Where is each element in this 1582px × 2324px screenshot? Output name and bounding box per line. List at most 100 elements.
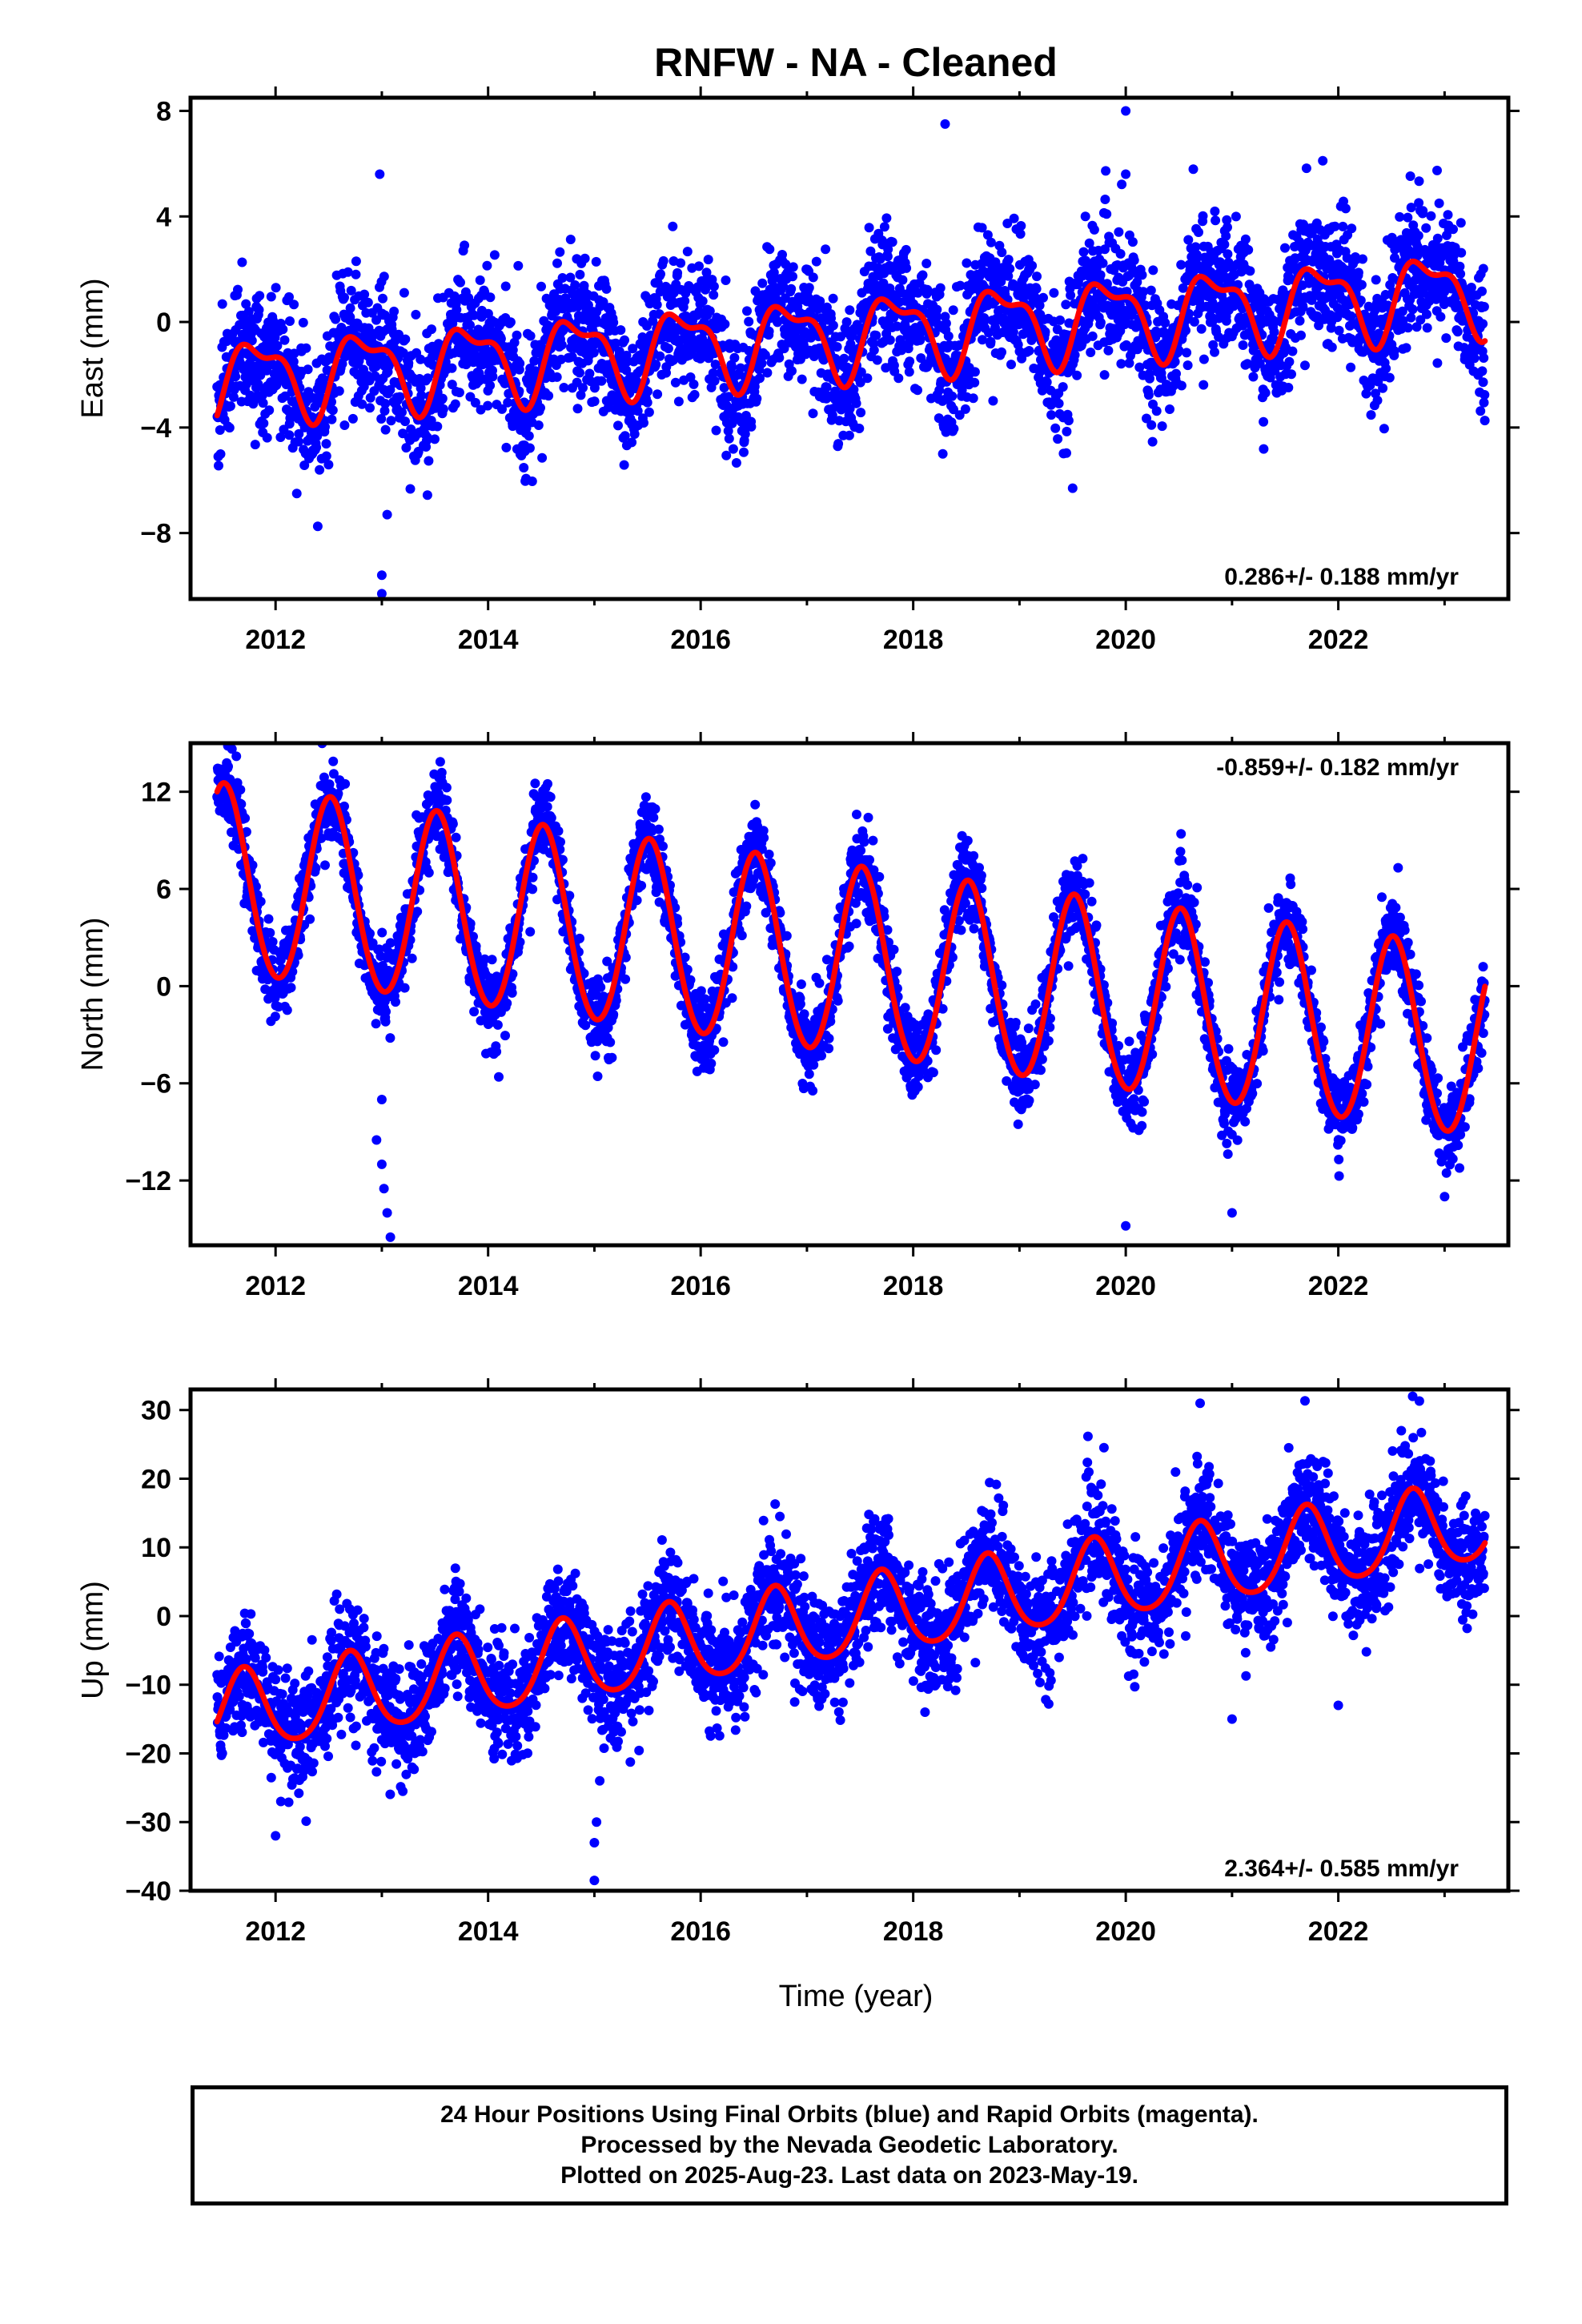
data-point xyxy=(729,352,740,363)
data-point xyxy=(385,384,396,395)
data-point xyxy=(962,258,972,268)
data-point xyxy=(1182,360,1193,371)
data-point-outlier xyxy=(375,169,385,179)
data-point xyxy=(424,456,434,466)
data-point xyxy=(1456,247,1467,258)
data-point xyxy=(305,914,315,924)
data-point xyxy=(1053,434,1063,444)
data-point xyxy=(380,424,391,435)
data-point xyxy=(620,335,629,345)
data-point xyxy=(451,832,461,842)
data-point xyxy=(1189,316,1199,327)
data-point xyxy=(1477,366,1488,376)
data-point xyxy=(576,390,586,400)
data-point xyxy=(572,404,583,414)
data-point xyxy=(231,372,241,382)
data-point xyxy=(1426,211,1436,221)
data-point xyxy=(588,348,599,358)
data-point xyxy=(435,757,445,767)
data-point xyxy=(721,450,732,460)
data-point xyxy=(1259,416,1269,427)
data-point xyxy=(279,335,290,345)
data-point xyxy=(1087,331,1098,341)
data-point xyxy=(1221,316,1231,326)
data-point xyxy=(389,306,400,316)
data-point xyxy=(1042,377,1052,388)
data-point xyxy=(865,246,876,256)
data-point xyxy=(1422,309,1431,320)
data-point xyxy=(871,330,881,340)
data-points-north xyxy=(212,743,1490,1242)
data-point xyxy=(217,299,227,309)
data-point xyxy=(845,305,855,316)
data-point xyxy=(565,272,576,283)
data-point xyxy=(351,256,361,267)
data-point xyxy=(757,358,767,368)
data-point xyxy=(709,290,719,300)
data-point xyxy=(1146,420,1157,430)
data-points-east xyxy=(212,106,1490,599)
data-point xyxy=(411,309,421,320)
data-point xyxy=(215,425,225,435)
data-point xyxy=(997,347,1006,357)
data-point xyxy=(1046,410,1057,420)
data-point xyxy=(864,223,874,233)
data-point xyxy=(575,368,584,378)
data-point xyxy=(503,397,513,408)
data-point xyxy=(243,307,254,316)
data-point xyxy=(680,296,690,306)
data-point xyxy=(284,430,295,440)
data-point xyxy=(275,432,286,442)
data-point xyxy=(1003,255,1014,265)
data-point xyxy=(821,382,832,392)
data-point-outlier xyxy=(382,509,392,520)
data-point xyxy=(1146,285,1156,296)
x-tick-label: 2012 xyxy=(245,625,306,655)
data-point xyxy=(525,331,536,341)
data-point xyxy=(228,392,239,402)
data-point xyxy=(528,872,538,883)
data-point xyxy=(536,281,546,292)
data-point xyxy=(708,368,718,378)
data-point xyxy=(331,314,341,324)
data-point xyxy=(921,259,932,268)
data-point xyxy=(774,352,785,363)
data-point xyxy=(492,1047,502,1057)
data-point xyxy=(258,398,268,408)
data-point xyxy=(437,393,448,404)
data-point xyxy=(897,275,908,285)
data-point xyxy=(1480,416,1490,426)
data-point xyxy=(703,255,713,265)
data-point xyxy=(1095,317,1106,328)
data-point xyxy=(1198,211,1208,221)
data-point xyxy=(422,432,432,442)
figure-title: RNFW - NA - Cleaned xyxy=(654,40,1058,85)
x-tick-label: 2014 xyxy=(458,625,519,655)
data-point xyxy=(269,319,279,329)
data-point xyxy=(483,400,493,411)
data-point-outlier xyxy=(1067,483,1078,493)
data-point xyxy=(642,397,652,408)
x-tick-label: 2022 xyxy=(1308,625,1369,655)
data-point xyxy=(1378,383,1388,393)
data-point xyxy=(371,1019,381,1029)
data-point xyxy=(339,420,350,430)
data-point xyxy=(1371,275,1381,285)
data-point xyxy=(282,1005,292,1015)
data-point xyxy=(786,283,797,294)
data-point xyxy=(380,1016,391,1027)
data-point xyxy=(357,399,367,409)
data-point xyxy=(416,383,426,393)
data-point xyxy=(266,292,276,302)
data-point xyxy=(1127,237,1138,247)
data-point xyxy=(1414,176,1424,187)
data-point xyxy=(960,404,970,414)
data-point xyxy=(469,310,480,320)
data-point xyxy=(460,240,470,251)
data-point xyxy=(811,256,821,267)
data-point xyxy=(395,392,405,402)
data-point xyxy=(901,244,911,255)
data-point xyxy=(262,365,272,376)
data-point xyxy=(821,244,831,255)
data-point xyxy=(1243,245,1254,255)
